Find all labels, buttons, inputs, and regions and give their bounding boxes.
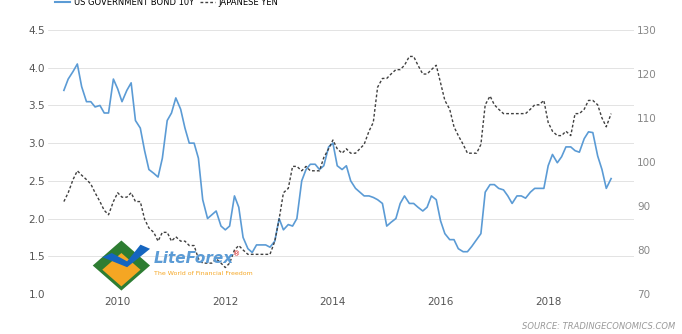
- Polygon shape: [102, 244, 150, 267]
- Text: LiteForex: LiteForex: [154, 252, 234, 266]
- Text: The World of Financial Freedom: The World of Financial Freedom: [154, 272, 252, 276]
- Text: ®: ®: [233, 252, 240, 258]
- Polygon shape: [93, 240, 150, 291]
- Polygon shape: [102, 253, 140, 286]
- Legend: US GOVERNMENT BOND 10Y, JAPANESE YEN: US GOVERNMENT BOND 10Y, JAPANESE YEN: [52, 0, 282, 10]
- Text: SOURCE: TRADINGECONOMICS.COM: SOURCE: TRADINGECONOMICS.COM: [522, 322, 675, 331]
